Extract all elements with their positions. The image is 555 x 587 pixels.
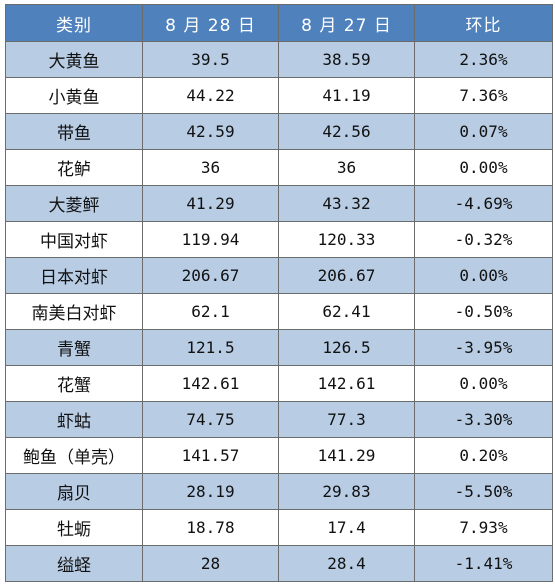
cell-aug28-price: 44.22	[142, 77, 279, 114]
cell-aug28-price: 119.94	[142, 221, 279, 258]
cell-aug27-price: 29.83	[278, 473, 415, 510]
cell-category: 带鱼	[5, 113, 143, 150]
table-row: 花鲈 36 36 0.00%	[5, 149, 553, 186]
cell-change: 0.07%	[414, 113, 553, 150]
table-row: 带鱼 42.59 42.56 0.07%	[5, 113, 553, 150]
table-row: 大菱鲆 41.29 43.32 -4.69%	[5, 185, 553, 222]
cell-aug27-price: 38.59	[278, 41, 415, 78]
cell-aug27-price: 28.4	[278, 545, 415, 582]
table-header: 类别 8 月 28 日 8 月 27 日 环比	[5, 4, 553, 42]
cell-aug28-price: 206.67	[142, 257, 279, 294]
cell-aug27-price: 77.3	[278, 401, 415, 438]
cell-category: 大菱鲆	[5, 185, 143, 222]
cell-aug28-price: 41.29	[142, 185, 279, 222]
cell-change: 0.00%	[414, 365, 553, 402]
header-aug28: 8 月 28 日	[142, 4, 279, 42]
cell-change: 0.20%	[414, 437, 553, 474]
table-row: 日本对虾 206.67 206.67 0.00%	[5, 257, 553, 294]
cell-change: 7.36%	[414, 77, 553, 114]
price-table: 类别 8 月 28 日 8 月 27 日 环比 大黄鱼 39.5 38.59 2.36…	[5, 4, 553, 582]
cell-aug28-price: 62.1	[142, 293, 279, 330]
cell-aug28-price: 28.19	[142, 473, 279, 510]
cell-category: 鲍鱼（单壳）	[5, 437, 143, 474]
cell-aug28-price: 74.75	[142, 401, 279, 438]
cell-aug27-price: 62.41	[278, 293, 415, 330]
cell-aug28-price: 39.5	[142, 41, 279, 78]
cell-category: 扇贝	[5, 473, 143, 510]
table-row: 花蟹 142.61 142.61 0.00%	[5, 365, 553, 402]
table-row: 小黄鱼 44.22 41.19 7.36%	[5, 77, 553, 114]
table-row: 鲍鱼（单壳） 141.57 141.29 0.20%	[5, 437, 553, 474]
cell-aug27-price: 141.29	[278, 437, 415, 474]
header-row: 类别 8 月 28 日 8 月 27 日 环比	[5, 4, 553, 42]
cell-category: 花蟹	[5, 365, 143, 402]
cell-aug27-price: 42.56	[278, 113, 415, 150]
table-row: 缢蛏 28 28.4 -1.41%	[5, 545, 553, 582]
cell-change: -0.32%	[414, 221, 553, 258]
table-row: 扇贝 28.19 29.83 -5.50%	[5, 473, 553, 510]
table-row: 中国对虾 119.94 120.33 -0.32%	[5, 221, 553, 258]
cell-change: 0.00%	[414, 257, 553, 294]
cell-category: 虾蛄	[5, 401, 143, 438]
cell-change: 0.00%	[414, 149, 553, 186]
cell-change: -5.50%	[414, 473, 553, 510]
cell-change: 7.93%	[414, 509, 553, 546]
cell-change: -4.69%	[414, 185, 553, 222]
table-row: 虾蛄 74.75 77.3 -3.30%	[5, 401, 553, 438]
table-row: 大黄鱼 39.5 38.59 2.36%	[5, 41, 553, 78]
table-row: 南美白对虾 62.1 62.41 -0.50%	[5, 293, 553, 330]
cell-aug27-price: 36	[278, 149, 415, 186]
cell-aug28-price: 36	[142, 149, 279, 186]
cell-aug28-price: 28	[142, 545, 279, 582]
cell-aug28-price: 142.61	[142, 365, 279, 402]
cell-aug28-price: 121.5	[142, 329, 279, 366]
cell-category: 缢蛏	[5, 545, 143, 582]
cell-aug28-price: 42.59	[142, 113, 279, 150]
cell-aug27-price: 120.33	[278, 221, 415, 258]
table-body: 大黄鱼 39.5 38.59 2.36% 小黄鱼 44.22 41.19 7.36% 带鱼 42.…	[5, 41, 553, 582]
cell-aug28-price: 141.57	[142, 437, 279, 474]
header-change: 环比	[414, 4, 553, 42]
table-row: 青蟹 121.5 126.5 -3.95%	[5, 329, 553, 366]
cell-change: -0.50%	[414, 293, 553, 330]
cell-category: 南美白对虾	[5, 293, 143, 330]
cell-change: -3.30%	[414, 401, 553, 438]
cell-category: 花鲈	[5, 149, 143, 186]
cell-aug27-price: 41.19	[278, 77, 415, 114]
cell-category: 中国对虾	[5, 221, 143, 258]
cell-aug27-price: 142.61	[278, 365, 415, 402]
table-row: 牡蛎 18.78 17.4 7.93%	[5, 509, 553, 546]
cell-aug28-price: 18.78	[142, 509, 279, 546]
cell-aug27-price: 206.67	[278, 257, 415, 294]
cell-category: 青蟹	[5, 329, 143, 366]
cell-change: -3.95%	[414, 329, 553, 366]
cell-category: 大黄鱼	[5, 41, 143, 78]
cell-aug27-price: 17.4	[278, 509, 415, 546]
cell-aug27-price: 126.5	[278, 329, 415, 366]
cell-change: 2.36%	[414, 41, 553, 78]
header-aug27: 8 月 27 日	[278, 4, 415, 42]
cell-category: 日本对虾	[5, 257, 143, 294]
cell-category: 小黄鱼	[5, 77, 143, 114]
header-category: 类别	[5, 4, 143, 42]
cell-aug27-price: 43.32	[278, 185, 415, 222]
cell-change: -1.41%	[414, 545, 553, 582]
cell-category: 牡蛎	[5, 509, 143, 546]
price-table-container: 类别 8 月 28 日 8 月 27 日 环比 大黄鱼 39.5 38.59 2.36…	[5, 4, 553, 582]
